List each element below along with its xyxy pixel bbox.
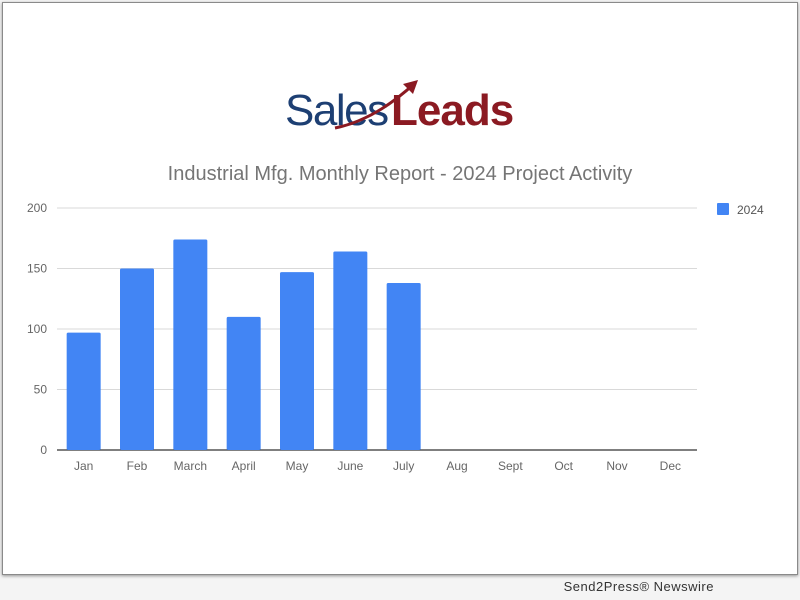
bar-jan (66, 332, 101, 450)
y-tick-label: 200 (27, 201, 47, 215)
bar-feb (120, 268, 154, 450)
bar-april (226, 316, 261, 450)
legend-swatch (717, 203, 729, 215)
footer-credit: Send2Press® Newswire (563, 579, 714, 594)
arrow-icon (334, 80, 418, 130)
x-tick-label: July (393, 459, 414, 473)
y-tick-label: 0 (40, 443, 47, 457)
bar-june (333, 251, 368, 450)
chart-title: Industrial Mfg. Monthly Report - 2024 Pr… (167, 163, 633, 185)
logo-text-leads: Leads (391, 86, 514, 135)
bar-march (173, 239, 208, 450)
x-tick-label: June (337, 459, 363, 473)
y-tick-label: 50 (34, 383, 48, 397)
x-tick-label: Oct (554, 459, 573, 473)
y-tick-label: 100 (27, 322, 47, 336)
bar-may (280, 272, 314, 450)
x-tick-label: April (232, 459, 256, 473)
x-tick-label: May (286, 459, 309, 473)
x-tick-label: Aug (446, 459, 467, 473)
y-tick-label: 150 (27, 262, 47, 276)
x-tick-label: March (174, 459, 207, 473)
x-tick-label: Jan (74, 459, 93, 473)
legend-label: 2024 (737, 203, 764, 217)
x-tick-label: Sept (498, 459, 523, 473)
x-tick-label: Dec (660, 459, 681, 473)
x-tick-label: Nov (606, 459, 627, 473)
x-tick-label: Feb (127, 459, 148, 473)
salesleads-logo: Sales Leads (285, 78, 525, 138)
bar-july (386, 283, 421, 450)
